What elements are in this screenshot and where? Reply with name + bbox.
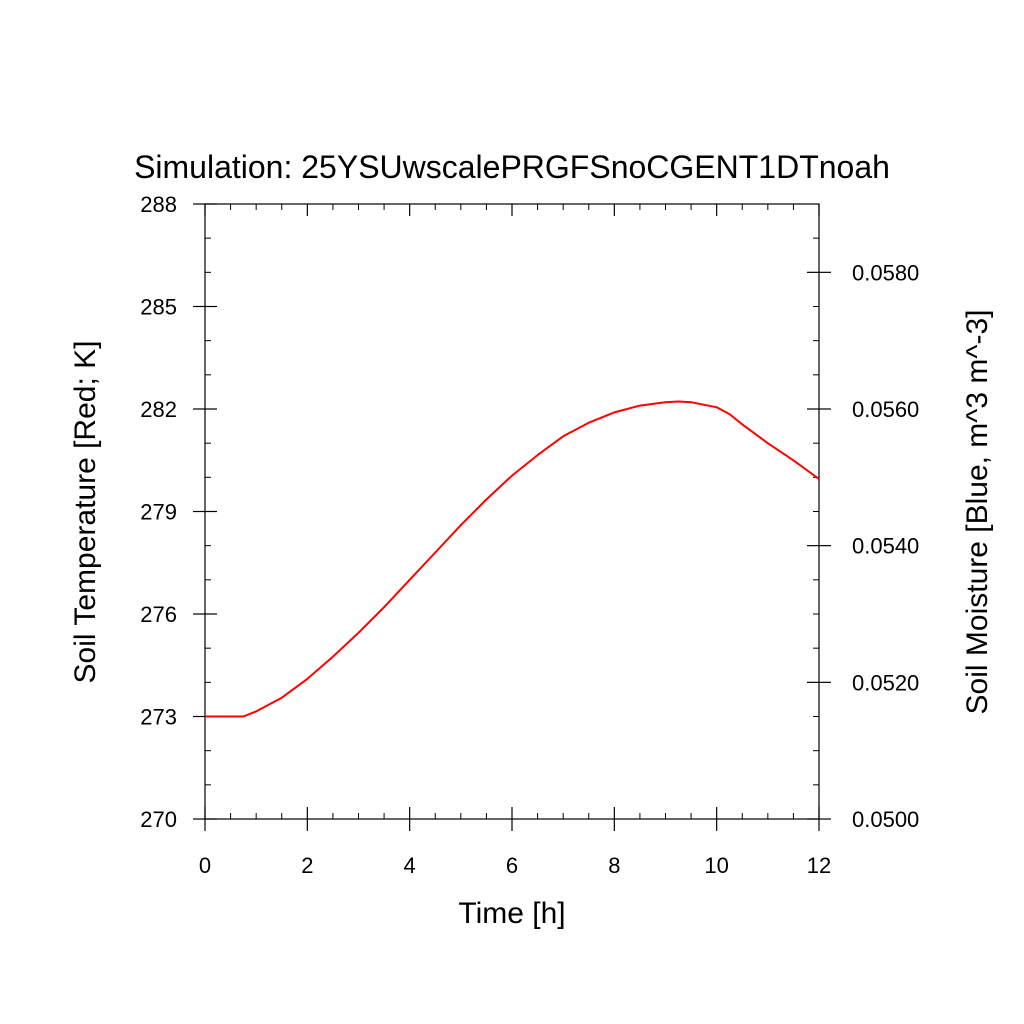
y-right-tick-label: 0.0560	[852, 397, 919, 422]
x-axis-label: Time [h]	[458, 897, 565, 930]
x-tick-label: 8	[608, 853, 620, 878]
plot-border	[204, 203, 820, 820]
x-tick-label: 12	[807, 853, 831, 878]
x-tick-label: 0	[199, 853, 211, 878]
y-left-tick-label: 279	[140, 500, 177, 525]
y-left-tick-label: 270	[140, 807, 177, 832]
y-left-tick-label: 276	[140, 602, 177, 627]
x-tick-label: 6	[506, 853, 518, 878]
y-left-axis-label: Soil Temperature [Red; K]	[69, 341, 102, 684]
y-left-tick-label: 282	[140, 397, 177, 422]
y-left-axis-ticks: 270 273 276 279 282 285 288	[140, 192, 217, 832]
y-right-tick-label: 0.0540	[852, 534, 919, 559]
y-right-axis-label: Soil Moisture [Blue, m^3 m^-3]	[961, 310, 994, 715]
x-axis-ticks: 0 2 4 6 8 10 12	[199, 204, 831, 878]
series-layer	[205, 400, 820, 718]
y-right-axis-ticks: 0.0500 0.0520 0.0540 0.0560 0.0580	[807, 260, 919, 832]
chart-title: Simulation: 25YSUwscalePRGFSnoCGENT1DTno…	[134, 149, 890, 185]
x-tick-label: 10	[704, 853, 728, 878]
y-left-tick-label: 285	[140, 295, 177, 320]
y-left-tick-label: 288	[140, 192, 177, 217]
y-right-tick-label: 0.0520	[852, 670, 919, 695]
x-tick-label: 2	[301, 853, 313, 878]
plot-frame	[204, 203, 820, 820]
y-left-tick-label: 273	[140, 705, 177, 730]
soil-temperature-line	[205, 400, 820, 718]
y-right-tick-label: 0.0500	[852, 807, 919, 832]
x-tick-label: 4	[404, 853, 416, 878]
y-right-tick-label: 0.0580	[852, 260, 919, 285]
minor-ticks	[205, 203, 819, 819]
